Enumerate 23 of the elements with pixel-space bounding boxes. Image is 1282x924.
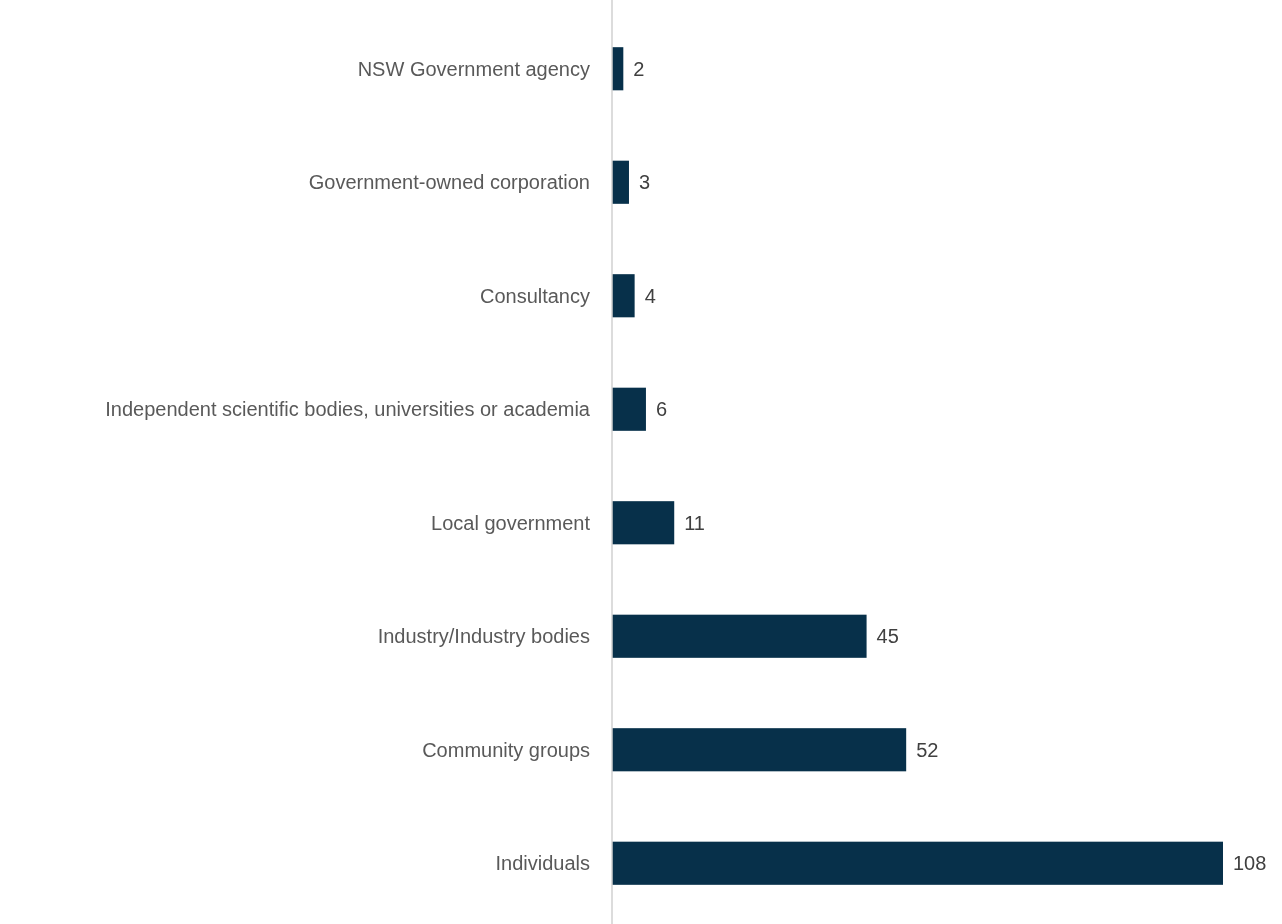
y-tick-label: Industry/Industry bodies xyxy=(377,625,590,648)
y-tick-label: Community groups xyxy=(422,738,590,761)
bar xyxy=(612,501,675,545)
y-tick-label: Independent scientific bodies, universities or academia xyxy=(105,398,591,421)
data-label: 52 xyxy=(916,738,939,761)
bar xyxy=(612,274,635,318)
y-tick-label: Local government xyxy=(431,511,591,534)
data-label: 11 xyxy=(684,511,705,534)
data-label: 6 xyxy=(655,398,668,421)
data-label: 3 xyxy=(638,171,651,194)
y-tick-label: Consultancy xyxy=(479,284,590,307)
data-label: 45 xyxy=(876,625,899,648)
bar xyxy=(612,841,1223,885)
bar xyxy=(612,614,867,658)
data-label: 2 xyxy=(633,57,645,80)
data-label: 108 xyxy=(1233,852,1267,875)
data-label: 4 xyxy=(644,284,656,307)
y-tick-label: NSW Government agency xyxy=(357,57,590,80)
y-tick-label: Government-owned corporation xyxy=(308,171,590,194)
bar xyxy=(612,387,646,431)
bar xyxy=(612,728,907,772)
y-tick-label: Individuals xyxy=(495,852,590,875)
bar xyxy=(612,160,629,204)
